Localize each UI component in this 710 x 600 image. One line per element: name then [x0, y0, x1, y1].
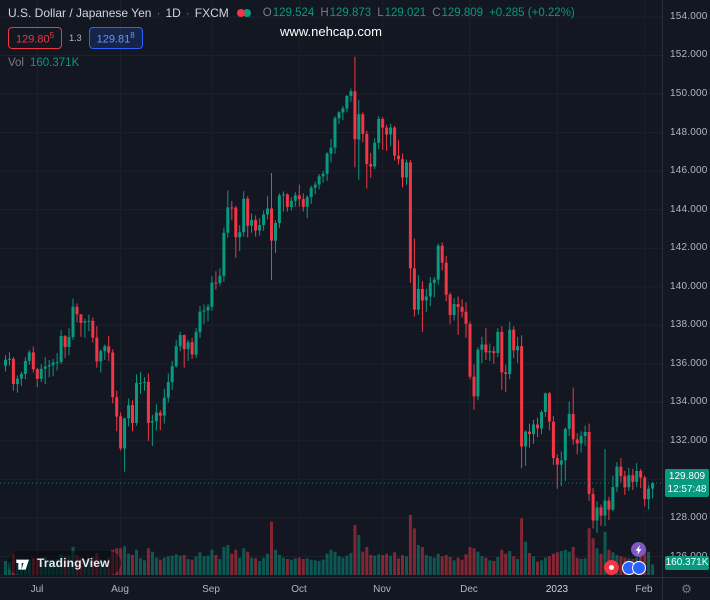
time-axis-label: Sep: [202, 584, 220, 595]
close-value: 129.809: [441, 7, 484, 19]
time-axis-label: 2023: [545, 584, 569, 595]
separator: ·: [156, 6, 161, 20]
interval-label[interactable]: 1D: [165, 6, 181, 20]
price-axis-label: 152.000: [670, 49, 708, 60]
open-value: 129.524: [272, 7, 315, 19]
high-value: 129.873: [329, 7, 372, 19]
price-axis-label: 150.000: [670, 88, 708, 99]
price-axis-label: 154.000: [670, 11, 708, 22]
axis-settings-corner[interactable]: ⚙: [662, 577, 710, 600]
volume-value: 160.371K: [30, 56, 80, 69]
open-label: O: [262, 7, 272, 19]
price-axis-label: 140.000: [670, 281, 708, 292]
last-price-badge[interactable]: 129.809 12:57:48: [665, 469, 709, 497]
tradingview-logo[interactable]: TradingView: [8, 551, 121, 575]
high-label: H: [320, 7, 329, 19]
record-icon[interactable]: [604, 560, 619, 575]
time-axis[interactable]: Jul Aug Sep Oct Nov Dec 2023 Feb: [0, 577, 662, 600]
price-axis[interactable]: 129.809 12:57:48 160.371K 154.000 152.000…: [662, 0, 710, 577]
price-axis-label: 134.000: [670, 396, 708, 407]
pair-circle-overlap-icon[interactable]: [632, 560, 646, 575]
change-value: +0.285 (+0.22%): [489, 7, 575, 19]
low-value: 129.021: [384, 7, 427, 19]
separator: ·: [185, 6, 190, 20]
bar-countdown: 12:57:48: [667, 484, 707, 495]
time-axis-label: Jul: [30, 584, 44, 595]
volume-label[interactable]: Vol: [8, 56, 24, 69]
price-axis-label: 146.000: [670, 165, 708, 176]
time-axis-label: Aug: [111, 584, 129, 595]
low-label: L: [377, 7, 384, 19]
status-dot-red-icon: [236, 9, 245, 17]
price-axis-label: 144.000: [670, 204, 708, 215]
ohlc-values: O129.524 H129.873 L129.021 C129.809 +0.2…: [263, 7, 575, 19]
lightning-icon[interactable]: [631, 542, 646, 557]
time-axis-label: Nov: [373, 584, 391, 595]
spread-value: 1.3: [66, 30, 85, 45]
exchange-label[interactable]: FXCM: [194, 6, 229, 20]
price-axis-label: 138.000: [670, 319, 708, 330]
gear-icon[interactable]: ⚙: [681, 582, 692, 596]
chart-pane[interactable]: www.nehcap.com U.S. Dollar / Japanese Ye…: [0, 0, 662, 577]
price-axis-label: 128.000: [670, 512, 708, 523]
volume-badge: 160.371K: [665, 556, 709, 570]
time-axis-label: Dec: [460, 584, 478, 595]
candlestick-chart[interactable]: [0, 0, 662, 577]
tradingview-logo-icon: [16, 559, 29, 570]
time-axis-label: Feb: [635, 584, 653, 595]
chart-legend: U.S. Dollar / Japanese Yen · 1D · FXCM O…: [8, 6, 575, 69]
last-price-value: 129.809: [668, 471, 706, 482]
price-axis-label: 142.000: [670, 242, 708, 253]
time-axis-label: Oct: [291, 584, 307, 595]
price-axis-label: 132.000: [670, 435, 708, 446]
sell-button[interactable]: 129.805: [8, 27, 63, 49]
price-axis-label: 136.000: [670, 358, 708, 369]
market-status-icon[interactable]: [236, 9, 251, 17]
close-label: C: [432, 7, 441, 19]
price-axis-label: 148.000: [670, 127, 708, 138]
corner-icons: [604, 542, 646, 575]
status-dot-teal-icon: [242, 9, 251, 17]
tradingview-logo-text: TradingView: [37, 556, 110, 570]
watermark: www.nehcap.com: [280, 24, 382, 39]
symbol-title[interactable]: U.S. Dollar / Japanese Yen: [8, 6, 152, 20]
buy-button[interactable]: 129.818: [88, 27, 143, 49]
